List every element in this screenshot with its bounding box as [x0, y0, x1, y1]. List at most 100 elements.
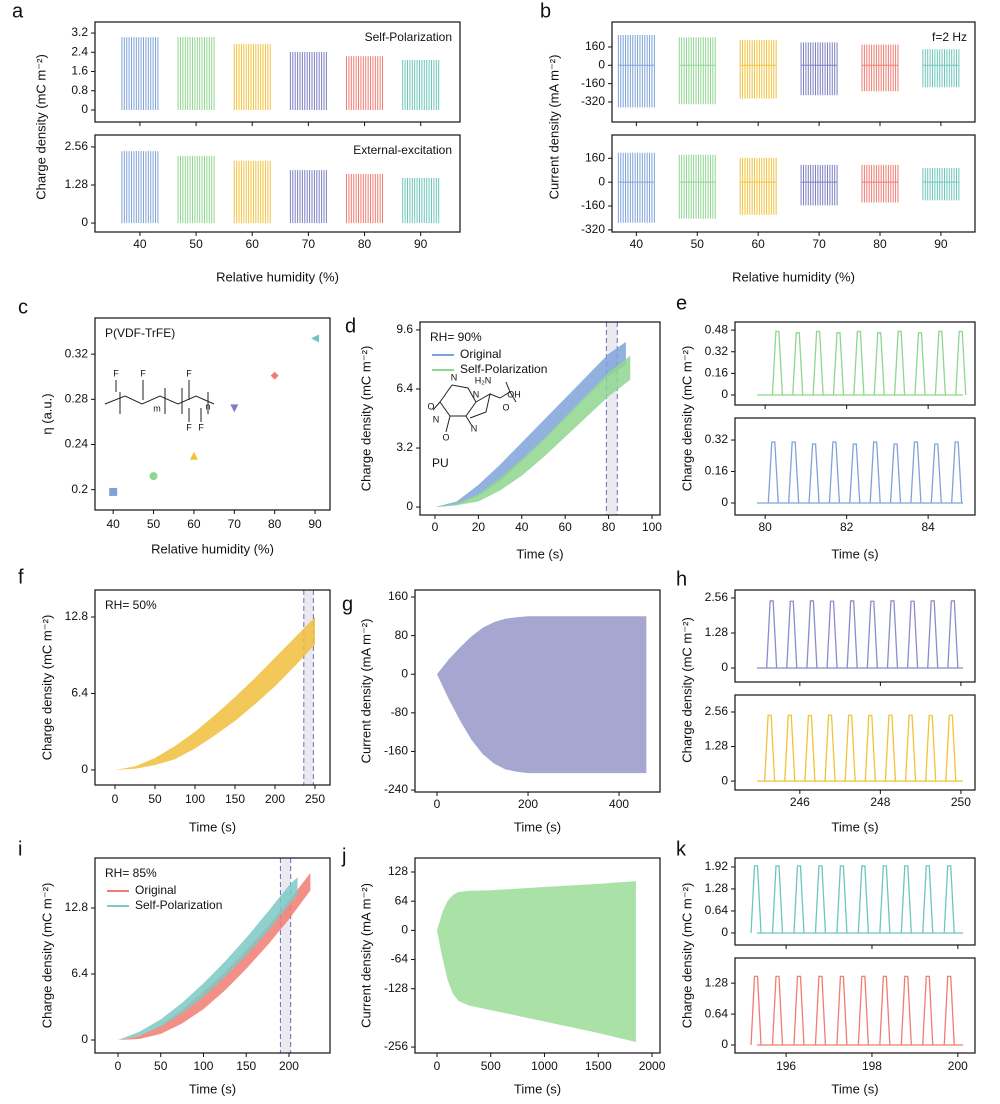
plot-area [750, 865, 963, 934]
pulse [814, 865, 827, 933]
x-tick-label: 60 [187, 517, 201, 531]
annotation: External-excitation [353, 143, 452, 157]
y-tick-label: 0.24 [65, 437, 89, 451]
x-tick-label: 70 [812, 237, 826, 251]
x-tick-label: 80 [358, 237, 372, 251]
structure-label: F [186, 368, 192, 378]
burst [922, 49, 960, 88]
pulse [910, 441, 922, 504]
y-tick-label: 0 [81, 215, 88, 229]
panel: k Charge density (mC m⁻²) Time (s) 0 0.64 1.2… [676, 838, 976, 1096]
x-tick-label: 0 [112, 792, 119, 806]
pulse [900, 865, 912, 933]
y-axis-label: Charge density (mC m⁻²) [679, 883, 694, 1029]
legend-label: Original [460, 347, 501, 361]
burst [402, 59, 440, 110]
y-tick-label: 0.16 [705, 366, 729, 380]
burst [289, 170, 327, 224]
plot-frame [94, 589, 331, 786]
x-tick-label: 0 [434, 797, 441, 811]
y-tick-label: 0.48 [705, 322, 729, 336]
pulse [857, 975, 870, 1046]
y-tick-label: 6.4 [396, 381, 413, 395]
x-tick-label: 80 [758, 520, 772, 534]
pulse [900, 975, 912, 1046]
pulse [824, 714, 836, 782]
x-tick-label: 1000 [531, 1059, 558, 1073]
structure-drawing [104, 380, 517, 433]
panel: i Charge density (mC m⁻²) Time (s) 0 6.4 12.8… [18, 838, 331, 1096]
y-tick-label: 0.64 [705, 1006, 729, 1020]
legend-label: Self-Polarization [135, 898, 222, 912]
pulse [793, 865, 805, 933]
y-tick-label: -128 [384, 981, 408, 995]
x-axis-label: Relative humidity (%) [151, 541, 274, 556]
y-axis-label: Charge density (mC m⁻²) [33, 54, 48, 200]
plot-area [757, 330, 967, 396]
band-area [434, 355, 631, 508]
x-tick-label: 50 [691, 237, 705, 251]
x-tick-label: 50 [189, 237, 203, 251]
y-tick-label: 12.8 [65, 900, 89, 914]
y-tick-label: 1.28 [705, 739, 729, 753]
y-tick-label: 0 [721, 495, 728, 509]
pulse [765, 600, 778, 669]
plot-area [115, 590, 315, 785]
pulse [767, 441, 779, 504]
x-tick-label: 50 [147, 517, 161, 531]
pulse [857, 865, 870, 933]
y-tick-label: 6.4 [71, 966, 88, 980]
x-tick-label: 90 [934, 237, 948, 251]
pulse [784, 714, 796, 782]
y-tick-label: 0 [81, 102, 88, 116]
y-tick-label: -64 [391, 952, 409, 966]
y-axis-label: η (a.u.) [39, 393, 54, 434]
x-tick-label: 0 [115, 1059, 122, 1073]
pulse [945, 714, 957, 782]
x-tick-label: 60 [246, 237, 260, 251]
pulse [869, 441, 881, 504]
plot-frame [414, 857, 661, 1054]
x-tick-label: 90 [308, 517, 322, 531]
x-axis-label: Time (s) [831, 819, 878, 834]
plot-area [750, 975, 963, 1046]
x-tick-label: 20 [472, 520, 486, 534]
highlight-region [606, 322, 618, 515]
x-axis-label: Time (s) [831, 1081, 878, 1096]
y-tick-label: 0.32 [65, 346, 89, 360]
y-tick-label: -240 [384, 782, 408, 796]
plot-frame [734, 589, 976, 683]
x-tick-label: 200 [279, 1059, 299, 1073]
y-tick-label: 6.4 [71, 686, 88, 700]
y-tick-label: 160 [585, 39, 605, 53]
structure-label: O [442, 432, 449, 442]
y-tick-label: 1.28 [705, 975, 729, 989]
x-tick-label: 250 [951, 795, 971, 809]
pulse [828, 441, 841, 504]
y-tick-label: 0 [598, 57, 605, 71]
y-tick-label: -160 [384, 744, 408, 758]
panel: f Charge density (mC m⁻²) Time (s) 0 6.4 12.8… [18, 566, 331, 834]
plot-frame [734, 857, 976, 946]
pulse [836, 975, 848, 1046]
burst [861, 164, 899, 203]
panel-letter: j [341, 845, 346, 867]
plot-area [757, 714, 963, 782]
pulse [879, 865, 891, 933]
pulse [771, 975, 784, 1046]
pulse [804, 714, 816, 782]
panel-letter: a [12, 0, 24, 22]
burst [678, 154, 716, 219]
pulse [866, 600, 878, 669]
burst [739, 157, 777, 215]
burst [617, 34, 655, 108]
pulse [943, 865, 955, 933]
burst [289, 52, 327, 110]
y-tick-label: 12.8 [65, 609, 89, 623]
x-tick-label: 80 [602, 520, 616, 534]
structure-label: F [186, 422, 192, 432]
plot-frame [611, 21, 976, 123]
plot-area [757, 600, 963, 669]
structure-label: N [451, 372, 458, 382]
